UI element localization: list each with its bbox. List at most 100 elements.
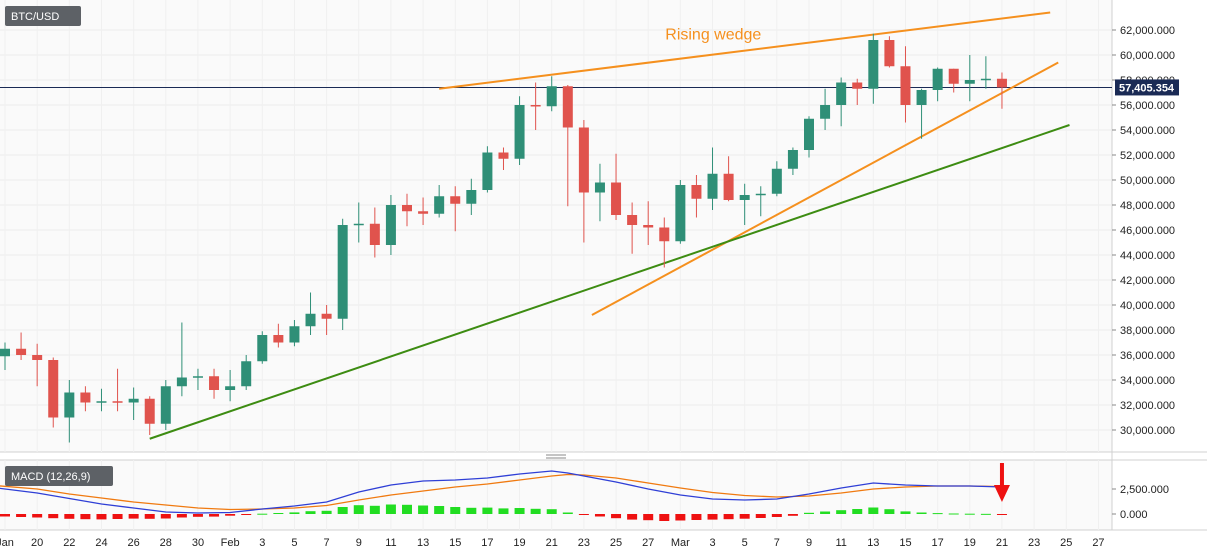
price-tick-label: 36,000.000 bbox=[1120, 350, 1175, 362]
candle bbox=[128, 387, 139, 420]
price-tick-label: 50,000.000 bbox=[1120, 175, 1175, 187]
candle-body bbox=[514, 105, 525, 159]
price-tick-label: 46,000.000 bbox=[1120, 225, 1175, 237]
macd-histogram-bar bbox=[820, 511, 831, 514]
candle-body bbox=[787, 150, 798, 169]
candle bbox=[980, 56, 991, 89]
trendline-wedge-lower bbox=[591, 61, 1059, 316]
candle-body bbox=[418, 211, 429, 214]
candle bbox=[369, 207, 380, 258]
candle-body bbox=[996, 78, 1007, 88]
candle bbox=[691, 175, 702, 218]
price-tick-label: 56,000.000 bbox=[1120, 100, 1175, 112]
macd-histogram-bar bbox=[514, 508, 525, 514]
macd-pane bbox=[0, 460, 1112, 530]
candle-body bbox=[402, 205, 412, 212]
time-tick-label: 15 bbox=[899, 537, 911, 549]
candle bbox=[627, 202, 638, 254]
candle-body bbox=[321, 313, 332, 319]
candle-body bbox=[562, 86, 573, 128]
price-tick-label: 40,000.000 bbox=[1120, 300, 1175, 312]
macd-histogram-bar bbox=[836, 510, 847, 514]
candle bbox=[498, 147, 509, 170]
time-tick-label: Mar bbox=[671, 537, 690, 549]
candle-body bbox=[530, 105, 541, 107]
macd-histogram-bar bbox=[273, 513, 284, 514]
candle bbox=[337, 218, 348, 330]
macd-histogram-bar bbox=[289, 512, 300, 514]
down-arrow-icon bbox=[993, 463, 1010, 502]
candle bbox=[530, 82, 541, 130]
candle-body bbox=[144, 398, 155, 424]
candle bbox=[884, 36, 895, 68]
price-pane bbox=[0, 0, 1112, 452]
candle bbox=[900, 46, 911, 123]
macd-label-box bbox=[5, 466, 113, 486]
macd-histogram-bar bbox=[578, 514, 589, 515]
pane-resize-handle[interactable] bbox=[546, 454, 566, 459]
candle bbox=[643, 201, 654, 245]
candle bbox=[787, 147, 798, 175]
macd-histogram-bar bbox=[321, 510, 332, 514]
candle-body bbox=[643, 225, 654, 228]
candle-body bbox=[707, 173, 718, 199]
candle-body bbox=[739, 195, 750, 200]
candle bbox=[225, 370, 236, 402]
candle bbox=[546, 76, 557, 112]
macd-histogram-bar bbox=[980, 513, 991, 515]
macd-histogram-bar bbox=[192, 514, 203, 517]
candle-body bbox=[257, 335, 268, 362]
price-tick-label: 62,000.000 bbox=[1120, 25, 1175, 37]
macd-signal-line bbox=[0, 473, 1003, 511]
candle bbox=[852, 78, 863, 105]
macd-histogram-bar bbox=[0, 514, 10, 517]
candle-body bbox=[96, 401, 107, 403]
candle-body bbox=[16, 348, 27, 355]
macd-histogram-bar bbox=[48, 514, 59, 519]
macd-histogram-bar bbox=[868, 507, 879, 514]
candle-body bbox=[160, 386, 171, 424]
candle bbox=[771, 161, 782, 197]
trendline-wedge-upper bbox=[439, 11, 1051, 90]
candle bbox=[755, 186, 766, 217]
price-tick-label: 34,000.000 bbox=[1120, 375, 1175, 387]
time-tick-label: 11 bbox=[385, 537, 396, 549]
candle-body bbox=[209, 376, 220, 390]
candle bbox=[273, 323, 284, 348]
macd-histogram-bar bbox=[964, 513, 975, 515]
candle-body bbox=[225, 386, 236, 390]
macd-histogram-bar bbox=[434, 506, 445, 514]
macd-histogram-bar bbox=[241, 514, 252, 515]
candle bbox=[916, 88, 927, 139]
price-tick-label: 42,000.000 bbox=[1120, 275, 1175, 287]
macd-histogram-bar bbox=[916, 512, 927, 514]
candle-body bbox=[80, 392, 91, 403]
candle bbox=[32, 343, 43, 387]
macd-histogram-bar bbox=[787, 514, 798, 516]
candle-body bbox=[337, 225, 348, 319]
macd-histogram-bar bbox=[257, 513, 268, 515]
macd-histogram-bar bbox=[675, 514, 686, 521]
time-tick-label: 20 bbox=[31, 537, 43, 549]
candle bbox=[257, 331, 268, 364]
time-tick-label: 5 bbox=[742, 537, 748, 549]
candle bbox=[418, 197, 429, 225]
candle bbox=[144, 396, 155, 435]
macd-histogram-bar bbox=[418, 505, 429, 514]
macd-histogram-bar bbox=[305, 511, 316, 514]
candle-body bbox=[836, 82, 847, 105]
macd-histogram-bar bbox=[546, 509, 557, 514]
candle bbox=[804, 116, 814, 158]
macd-histogram-bar bbox=[643, 514, 654, 521]
time-tick-label: 30 bbox=[192, 537, 204, 549]
candle bbox=[514, 96, 525, 165]
macd-tick-label: 2,500.000 bbox=[1120, 484, 1169, 496]
candle-body bbox=[273, 335, 284, 343]
macd-histogram-bar bbox=[112, 514, 123, 519]
candle bbox=[0, 342, 10, 370]
time-tick-label: 27 bbox=[1092, 537, 1104, 549]
candle-body bbox=[932, 68, 943, 90]
price-tick-label: 60,000.000 bbox=[1120, 50, 1175, 62]
candle bbox=[402, 193, 412, 227]
rising-wedge-annotation: Rising wedge bbox=[665, 27, 761, 44]
